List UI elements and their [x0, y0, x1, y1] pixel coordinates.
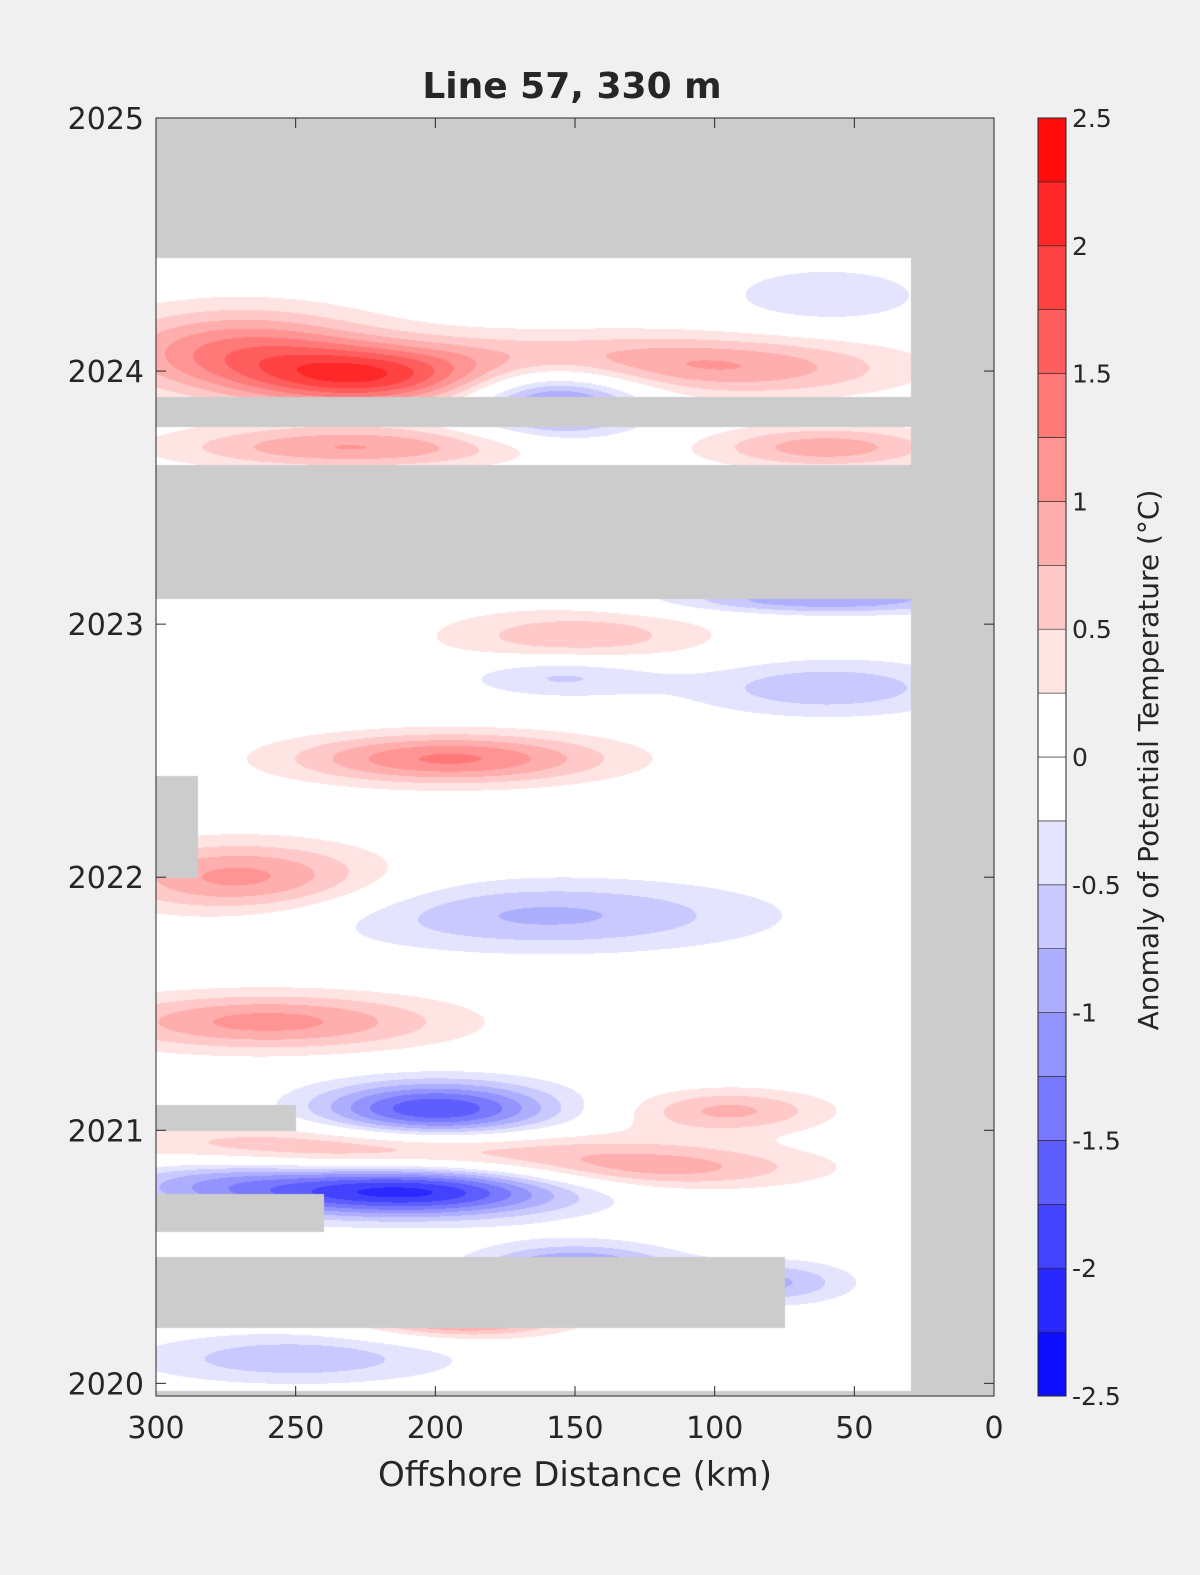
colorbar-frame	[1037, 117, 1067, 1397]
colorbar-swatch	[1037, 692, 1067, 758]
x-axis: 300 250 200 150 100 50 0	[127, 118, 1004, 1446]
colorbar-swatch	[1037, 373, 1067, 438]
colorbar-tick-label: -2	[1072, 1254, 1097, 1283]
colorbar: 2.5 2 1.5 1 0.5 0 -0.5 -1 -1.5 -2 -2.5	[1037, 104, 1121, 1411]
colorbar-swatch	[1037, 1140, 1067, 1205]
x-tick-label: 200	[407, 1411, 464, 1446]
colorbar-swatch	[1037, 309, 1067, 374]
plot-area	[155, 117, 995, 1397]
colorbar-tick-label: 2	[1072, 232, 1088, 261]
colorbar-swatch	[1037, 1076, 1067, 1141]
colorbar-tick-label: 0.5	[1072, 615, 1112, 644]
x-axis-label: Offshore Distance (km)	[378, 1455, 772, 1495]
colorbar-swatch	[1037, 181, 1067, 247]
x-tick-label: 0	[984, 1411, 1003, 1446]
chart-title: Line 57, 330 m	[422, 66, 721, 107]
y-tick-label: 2021	[68, 1114, 144, 1149]
colorbar-tick-label: 1	[1072, 487, 1088, 516]
y-tick-label: 2022	[68, 861, 144, 896]
y-tick-label: 2025	[68, 102, 144, 137]
colorbar-label: Anomaly of Potential Temperature (°C)	[1132, 490, 1165, 1031]
x-tick-label: 300	[127, 1411, 184, 1446]
x-tick-label: 250	[267, 1411, 324, 1446]
colorbar-swatch	[1037, 948, 1067, 1013]
colorbar-tick-label: 0	[1072, 743, 1088, 772]
colorbar-tick-label: -1	[1072, 999, 1097, 1028]
colorbar-swatch	[1037, 1267, 1067, 1333]
x-tick-label: 100	[686, 1411, 743, 1446]
colorbar-swatch	[1037, 1331, 1067, 1397]
x-tick-label: 50	[835, 1411, 873, 1446]
colorbar-swatch	[1037, 1204, 1067, 1269]
colorbar-tick-label: -2.5	[1072, 1382, 1121, 1411]
colorbar-swatch	[1037, 245, 1067, 311]
colorbar-swatch	[1037, 437, 1067, 502]
colorbar-swatch	[1037, 628, 1067, 694]
colorbar-swatch	[1037, 117, 1067, 183]
colorbar-swatch	[1037, 820, 1067, 886]
x-tick-label: 150	[546, 1411, 603, 1446]
y-tick-label: 2023	[68, 608, 144, 643]
colorbar-swatch	[1037, 884, 1067, 949]
colorbar-swatch	[1037, 501, 1067, 566]
colorbar-tick-label: -0.5	[1072, 871, 1121, 900]
colorbar-swatch	[1037, 756, 1067, 822]
colorbar-swatch	[1037, 564, 1067, 630]
colorbar-tick-label: -1.5	[1072, 1126, 1121, 1155]
colorbar-tick-label: 2.5	[1072, 104, 1112, 133]
y-tick-label: 2024	[68, 355, 144, 390]
y-tick-label: 2020	[68, 1367, 144, 1402]
y-axis: 2020 2021 2022 2023 2024 2025	[68, 102, 994, 1402]
contour-field	[156, 118, 994, 1396]
colorbar-tick-label: 1.5	[1072, 360, 1112, 389]
colorbar-swatch	[1037, 1012, 1067, 1077]
